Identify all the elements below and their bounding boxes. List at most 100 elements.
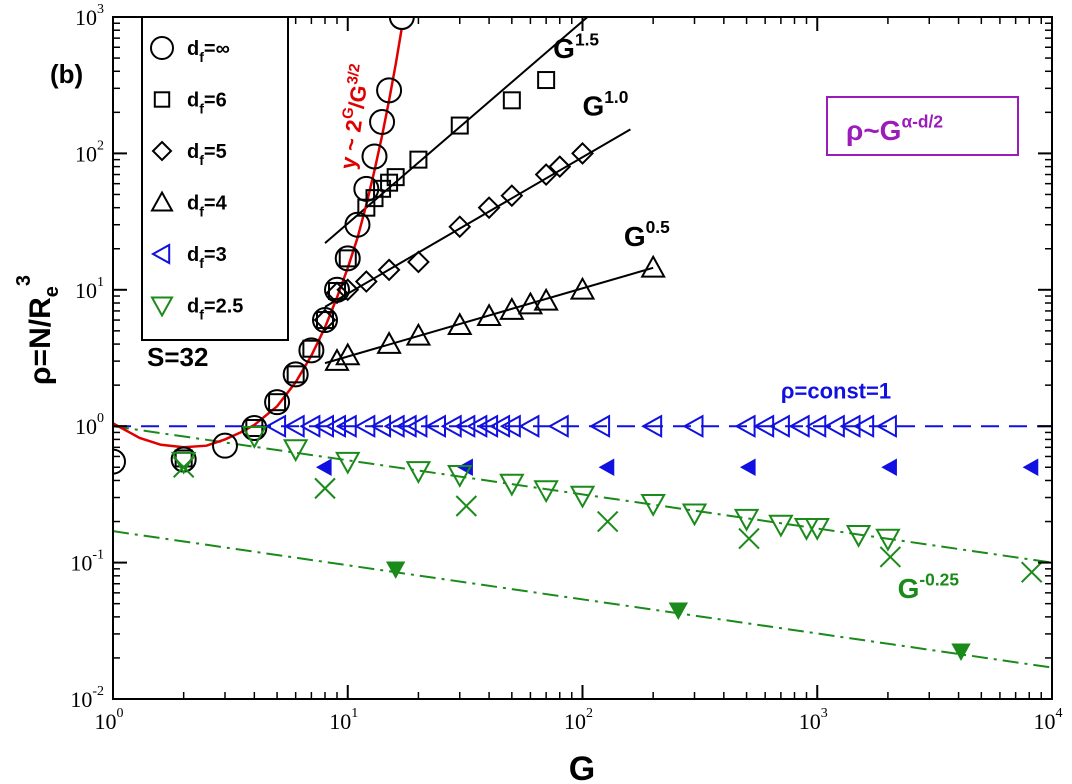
y-tick-label-exp: 0 xyxy=(97,411,104,426)
y-tick-label-base: 10 xyxy=(75,5,97,30)
triangle-up-marker xyxy=(324,348,350,371)
fit-label-15-exp: 1.5 xyxy=(575,29,599,49)
y-tick-label: 100 xyxy=(75,411,104,439)
y-tick-label-exp: 2 xyxy=(97,138,104,153)
x-tick-label-base: 10 xyxy=(1034,709,1056,734)
legend-label-value: =2.5 xyxy=(204,296,243,318)
triangle-down-marker xyxy=(733,508,760,532)
series-df2.5 xyxy=(170,426,901,552)
triangle-up-marker xyxy=(335,342,361,366)
triangle-up-marker xyxy=(447,312,473,336)
diamond-marker xyxy=(377,258,401,282)
diamond-marker xyxy=(151,140,173,162)
x-tick-label-base: 10 xyxy=(329,709,351,734)
legend-label-sub: f xyxy=(199,204,204,220)
triangle-down-marker xyxy=(569,485,596,509)
x-tick-label: 101 xyxy=(329,706,358,734)
diamond-marker xyxy=(354,270,378,293)
cross-stroke-b xyxy=(172,456,195,478)
square-marker xyxy=(316,311,335,330)
cross-marker xyxy=(314,477,336,500)
circle-marker xyxy=(113,448,126,475)
diamond-marker xyxy=(548,155,572,179)
fit-label-025-exp: -0.25 xyxy=(919,569,959,589)
circle-marker xyxy=(334,245,361,272)
svg-text:ρ=N/Re3: ρ=N/Re3 xyxy=(13,275,63,385)
triangle-left-marker xyxy=(369,414,392,438)
x-tick-label-base: 10 xyxy=(564,709,586,734)
legend-label: df=2.5 xyxy=(187,296,243,323)
diamond-marker xyxy=(534,163,558,186)
x-tick-label: 102 xyxy=(564,706,593,734)
y-tick-label-exp: 3 xyxy=(97,2,104,17)
triangle-left-marker xyxy=(424,414,447,438)
cross-marker xyxy=(455,495,478,517)
y-tick-label: 10-2 xyxy=(70,684,104,712)
triangle-left-marker xyxy=(641,414,663,438)
y-tick-label: 103 xyxy=(75,2,104,30)
triangle-left-marker xyxy=(1022,458,1039,476)
triangle-left-marker xyxy=(823,414,845,438)
square-marker xyxy=(386,168,405,187)
triangle-left-marker xyxy=(312,414,335,438)
y-tick-label-base: 10 xyxy=(70,687,92,712)
cross-stroke-b xyxy=(879,546,902,568)
triangle-left-marker xyxy=(598,458,615,476)
triangle-left-marker xyxy=(440,414,462,438)
cross-marker xyxy=(596,510,619,533)
x-tick-label-exp: 3 xyxy=(821,706,828,721)
legend-label-sub: f xyxy=(199,255,204,271)
triangle-down-marker xyxy=(533,480,559,504)
y-tick-label: 101 xyxy=(75,275,104,303)
square-marker xyxy=(380,173,399,192)
triangle-down-marker xyxy=(668,602,689,620)
triangle-down-marker xyxy=(499,473,525,497)
legend-label-d: d xyxy=(187,90,199,112)
circle-marker xyxy=(369,108,396,135)
y-axis-label-main: ρ=N/R xyxy=(24,297,57,385)
legend-label-value: =5 xyxy=(204,141,227,163)
legend-label-d: d xyxy=(187,38,199,60)
y-tick-label-exp: -1 xyxy=(92,548,104,563)
diamond-marker xyxy=(313,308,337,332)
x-axis-label: G xyxy=(569,750,595,784)
cross-marker xyxy=(1020,561,1043,583)
legend: df=∞df=6df=5df=4df=3df=2.5 xyxy=(141,16,289,341)
square-marker xyxy=(268,393,287,412)
legend-label: df=6 xyxy=(187,90,227,117)
diamond-marker xyxy=(571,141,594,165)
square-marker xyxy=(153,91,171,108)
diamond-marker xyxy=(325,281,349,305)
diamond-marker xyxy=(477,196,501,220)
cross-stroke-b xyxy=(1020,561,1043,583)
triangle-left-marker xyxy=(454,414,476,438)
fit-lines xyxy=(113,17,1052,669)
y-tick-label-exp: 1 xyxy=(97,275,104,290)
circle-marker xyxy=(264,389,291,416)
fit-label-15: G1.5 xyxy=(553,29,599,64)
triangle-down-marker xyxy=(447,465,473,488)
x-tick-label-exp: 1 xyxy=(351,706,358,721)
fit-label-15-base: G xyxy=(553,33,575,64)
triangle-up-marker xyxy=(376,331,402,354)
fit-label-025: G-0.25 xyxy=(898,569,960,604)
triangle-left-marker xyxy=(315,458,332,476)
triangle-down-marker xyxy=(681,503,708,527)
triangle-down-marker xyxy=(150,296,174,318)
diamond-marker xyxy=(500,184,524,208)
square-marker xyxy=(537,71,556,90)
triangle-left-marker xyxy=(753,414,775,438)
square-marker xyxy=(409,150,428,169)
red-curve-label-mid: /G xyxy=(344,84,372,110)
triangle-left-marker xyxy=(354,414,376,438)
cross-marker xyxy=(738,527,760,550)
data-markers xyxy=(113,17,1043,662)
square-marker xyxy=(286,365,305,384)
series-df5 xyxy=(313,141,594,332)
legend-label-d: d xyxy=(187,244,199,266)
triangle-left-marker xyxy=(853,414,875,438)
series-crosses xyxy=(172,456,1043,583)
cross-stroke-b xyxy=(738,527,760,550)
